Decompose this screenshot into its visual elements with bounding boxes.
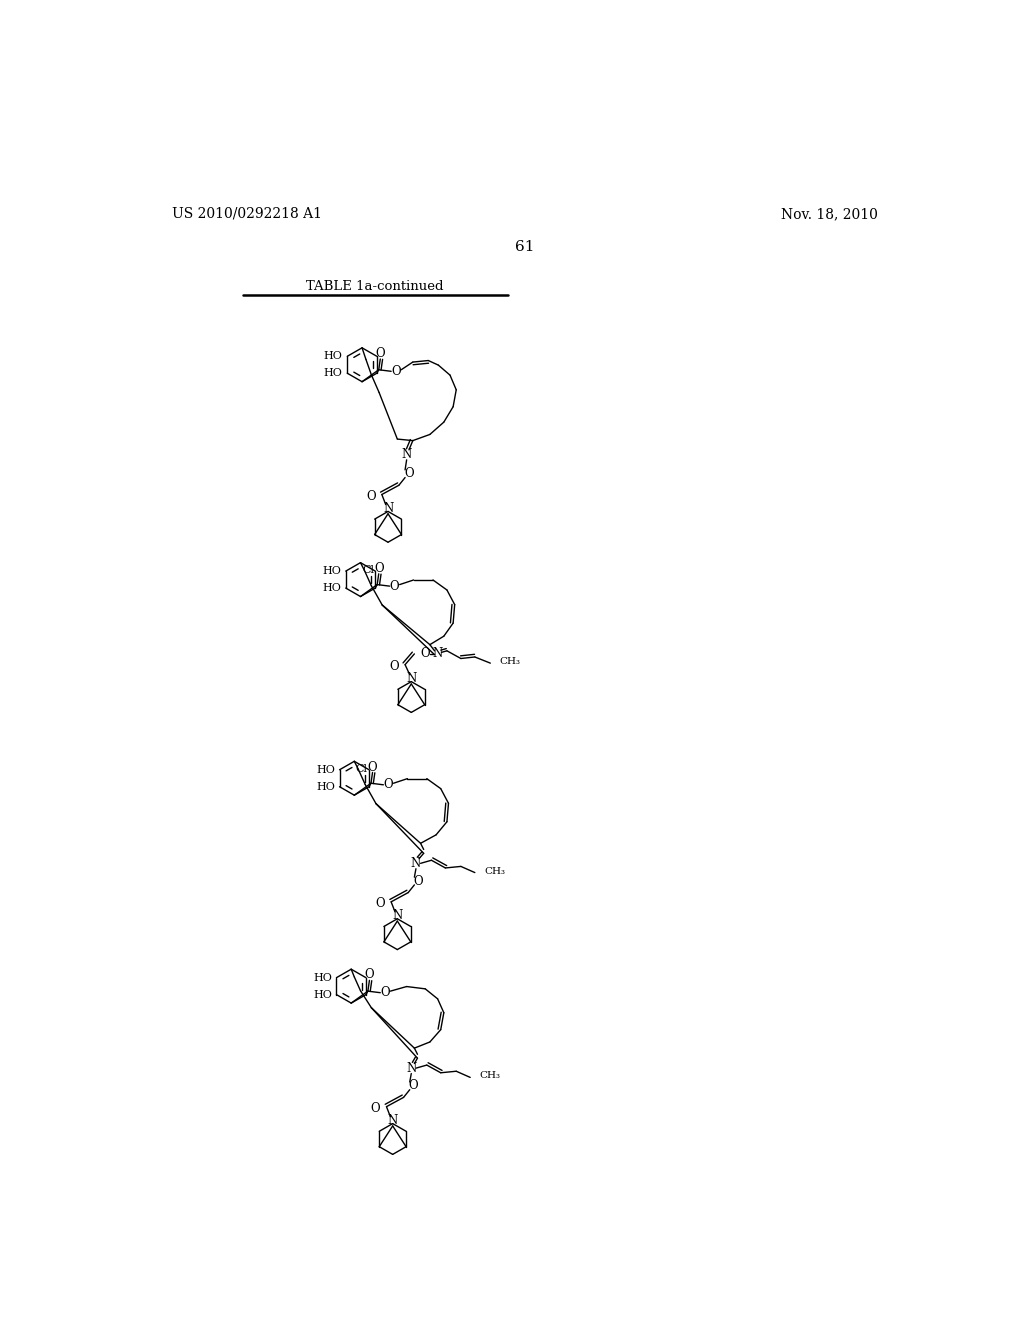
Text: N: N bbox=[407, 672, 417, 685]
Text: O: O bbox=[365, 969, 374, 982]
Text: 61: 61 bbox=[515, 240, 535, 253]
Text: N: N bbox=[407, 1061, 417, 1074]
Text: O: O bbox=[383, 779, 393, 791]
Text: N: N bbox=[392, 909, 402, 923]
Text: Cl: Cl bbox=[362, 565, 374, 576]
Text: Nov. 18, 2010: Nov. 18, 2010 bbox=[780, 207, 878, 220]
Text: O: O bbox=[404, 467, 414, 480]
Text: O: O bbox=[414, 875, 423, 887]
Text: O: O bbox=[376, 347, 385, 360]
Text: CH₃: CH₃ bbox=[484, 866, 505, 875]
Text: O: O bbox=[371, 1102, 381, 1114]
Text: TABLE 1a-continued: TABLE 1a-continued bbox=[306, 280, 443, 293]
Text: N: N bbox=[401, 447, 412, 461]
Text: O: O bbox=[389, 579, 399, 593]
Text: O: O bbox=[409, 1080, 419, 1093]
Text: US 2010/0292218 A1: US 2010/0292218 A1 bbox=[172, 207, 323, 220]
Text: O: O bbox=[380, 986, 390, 999]
Text: O: O bbox=[367, 490, 376, 503]
Text: CH₃: CH₃ bbox=[500, 657, 520, 667]
Text: HO: HO bbox=[316, 781, 335, 792]
Text: O: O bbox=[421, 647, 430, 660]
Text: HO: HO bbox=[323, 566, 341, 576]
Text: O: O bbox=[368, 760, 378, 774]
Text: HO: HO bbox=[313, 990, 332, 999]
Text: HO: HO bbox=[324, 368, 343, 379]
Text: HO: HO bbox=[323, 583, 341, 593]
Text: O: O bbox=[376, 896, 385, 909]
Text: O: O bbox=[374, 562, 384, 576]
Text: CH₃: CH₃ bbox=[479, 1072, 501, 1080]
Text: HO: HO bbox=[324, 351, 343, 362]
Text: N: N bbox=[411, 857, 421, 870]
Text: N: N bbox=[383, 502, 393, 515]
Text: N: N bbox=[432, 647, 442, 660]
Text: HO: HO bbox=[313, 973, 332, 982]
Text: Cl: Cl bbox=[356, 764, 368, 774]
Text: O: O bbox=[389, 660, 399, 673]
Text: HO: HO bbox=[316, 764, 335, 775]
Text: N: N bbox=[387, 1114, 397, 1127]
Text: O: O bbox=[391, 364, 400, 378]
